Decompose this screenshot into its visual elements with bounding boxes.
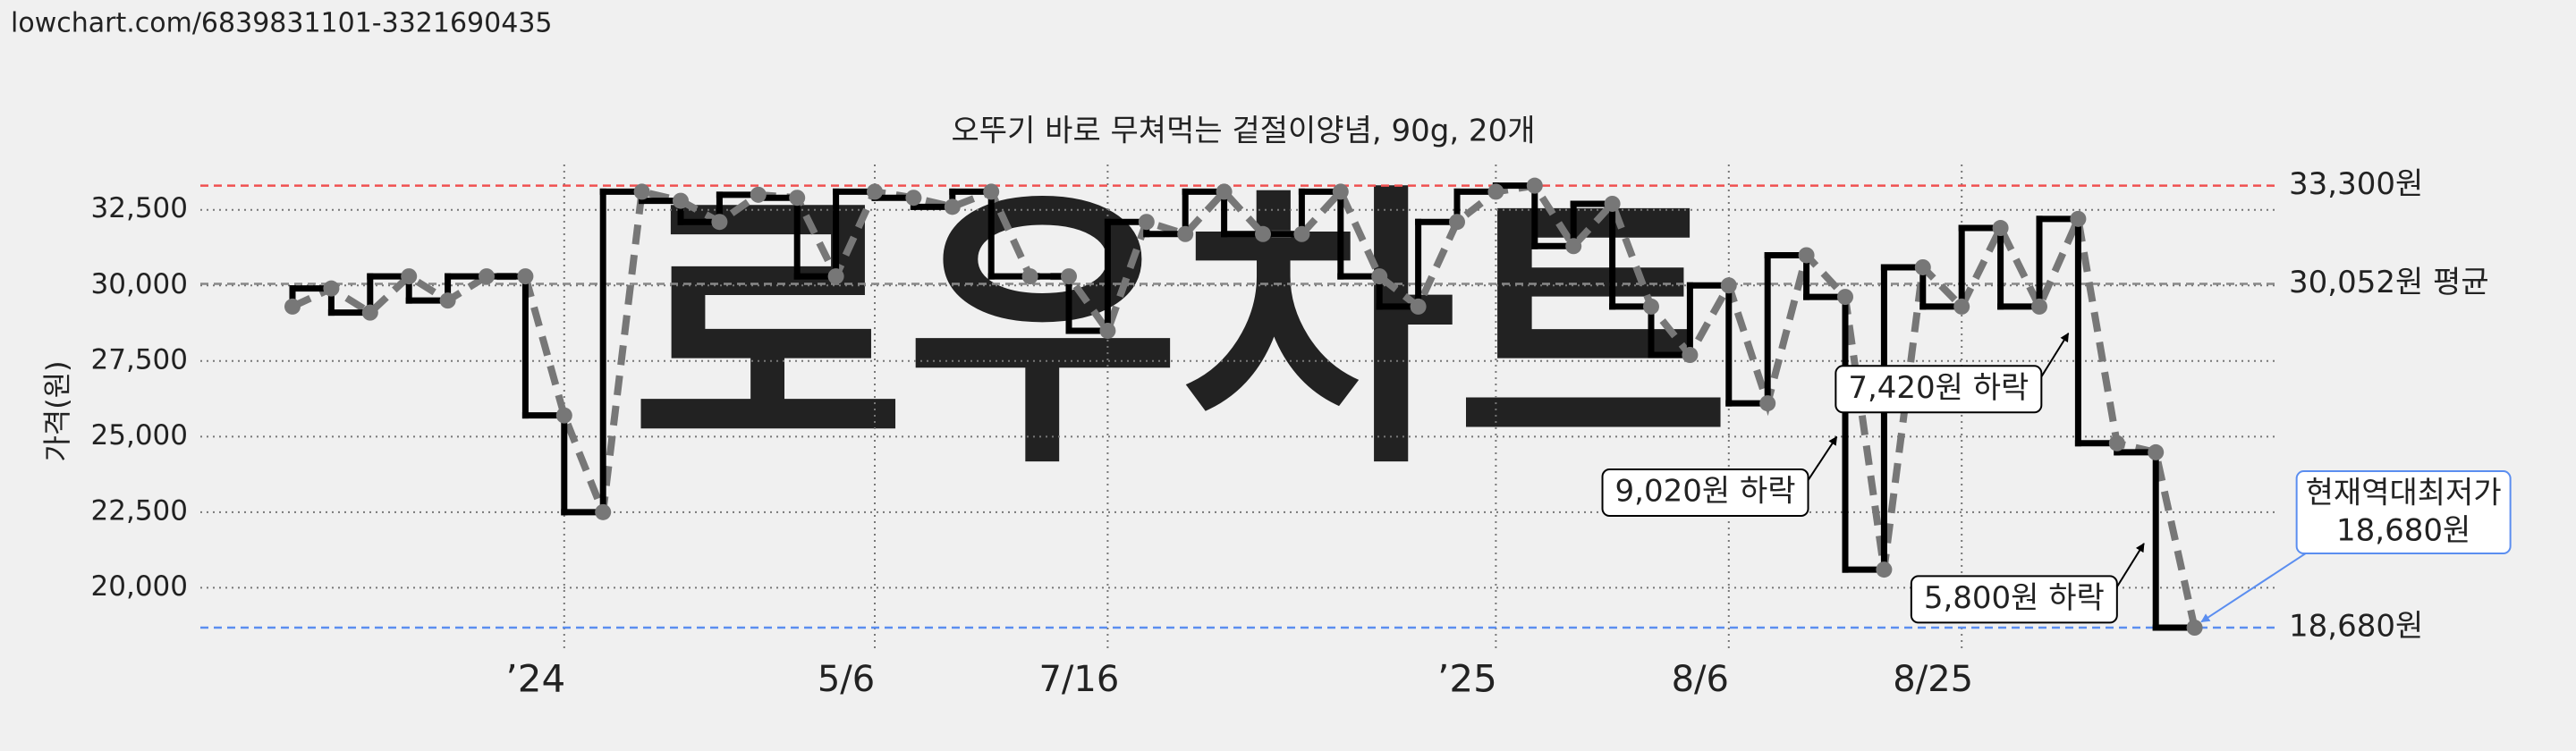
annotation-box (1910, 575, 2118, 624)
reference-label: 33,300원 (2289, 166, 2423, 202)
annotation-arrow (2040, 333, 2070, 377)
price-point (361, 304, 378, 321)
price-point (1565, 238, 1582, 255)
x-tick-label: 5/6 (818, 659, 875, 700)
annotation: 7,420원 하락 (1835, 333, 2070, 414)
annotation: 9,020원 하락 (1601, 435, 1838, 518)
y-tick-label: 20,000 (91, 570, 188, 603)
price-point (284, 298, 301, 315)
annotation: 5,800원 하락 (1910, 543, 2145, 624)
price-point (1449, 214, 1465, 231)
price-point (1177, 225, 1194, 242)
price-point (983, 183, 1000, 200)
reference-label: 30,052원 평균 (2289, 265, 2489, 300)
price-point (401, 268, 418, 285)
y-axis-label: 가격(원) (40, 360, 74, 461)
price-point (1682, 347, 1699, 364)
price-point (1371, 268, 1388, 285)
callout-box (2295, 470, 2512, 555)
price-point (905, 190, 922, 207)
price-point (1099, 322, 1116, 339)
callout-text: 현재역대최저가 (2306, 476, 2502, 511)
price-point (1953, 298, 1970, 315)
y-tick-label: 32,500 (91, 192, 188, 224)
price-point (1837, 289, 1853, 306)
annotation-arrow (2115, 543, 2145, 587)
price-point (323, 280, 340, 297)
price-point (867, 183, 883, 200)
price-point (789, 190, 806, 207)
price-point (1798, 247, 1815, 264)
x-tick-label: ’25 (1437, 657, 1497, 701)
price-point (1876, 561, 1893, 578)
price-point (1643, 298, 1659, 315)
price-point (750, 186, 767, 203)
x-tick-label: 8/6 (1672, 659, 1729, 700)
price-point (2186, 620, 2203, 637)
price-point (1759, 395, 1776, 412)
price-point (1255, 225, 1271, 242)
price-point (711, 214, 728, 231)
y-tick-label: 22,500 (91, 494, 188, 527)
y-tick-label: 27,500 (91, 343, 188, 376)
x-tick-label: ’24 (505, 657, 565, 701)
price-point (2031, 298, 2047, 315)
price-point (1061, 268, 1077, 285)
price-point (1410, 298, 1427, 315)
price-point (1526, 177, 1543, 194)
page-url: lowchart.com/6839831101-3321690435 (11, 8, 553, 39)
y-tick-label: 25,000 (91, 419, 188, 451)
reference-label: 18,680원 (2289, 609, 2423, 645)
annotation-text: 5,800원 하락 (1924, 580, 2105, 616)
price-point (517, 268, 534, 285)
price-point (1487, 183, 1504, 200)
chart-title: 오뚜기 바로 무쳐먹는 겉절이양념, 90g, 20개 (952, 114, 1536, 149)
price-point (439, 292, 456, 309)
callout-text: 18,680원 (2336, 513, 2470, 549)
callout-arrow (2200, 553, 2307, 623)
price-point (1021, 268, 1038, 285)
annotation-arrow (1807, 435, 1838, 481)
price-point (1138, 214, 1155, 231)
trend-line (291, 181, 2199, 629)
x-tick-label: 7/16 (1038, 659, 1119, 700)
price-point (2070, 210, 2087, 227)
price-point (595, 503, 612, 520)
price-point (1293, 225, 1310, 242)
price-point (1604, 195, 1621, 212)
annotation-text: 7,420원 하락 (1848, 370, 2029, 406)
y-tick-label: 30,000 (91, 268, 188, 300)
price-point (1992, 220, 2009, 237)
price-point (1914, 258, 1931, 275)
price-point (2148, 443, 2165, 460)
price-point (1720, 277, 1737, 294)
price-point (633, 183, 650, 200)
x-tick-label: 8/25 (1893, 659, 1973, 700)
annotation-text: 9,020원 하락 (1615, 474, 1796, 510)
annotation-box (1835, 365, 2043, 414)
watermark: 로우차트 (631, 160, 1731, 503)
price-point (1332, 183, 1349, 200)
price-point (944, 198, 961, 215)
price-point (2108, 435, 2125, 451)
price-point (555, 407, 572, 424)
price-point (1216, 183, 1233, 200)
annotation-box (1601, 468, 1809, 518)
price-point (479, 268, 495, 285)
price-point (673, 192, 689, 209)
price-point (827, 268, 844, 285)
